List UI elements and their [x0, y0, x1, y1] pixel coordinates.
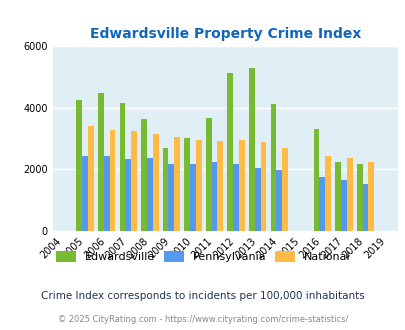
Bar — [313, 129, 319, 231]
Bar — [211, 162, 217, 231]
Bar — [324, 156, 330, 231]
Bar — [104, 156, 109, 231]
Text: © 2025 CityRating.com - https://www.cityrating.com/crime-statistics/: © 2025 CityRating.com - https://www.city… — [58, 315, 347, 324]
Bar — [147, 158, 152, 231]
Bar — [335, 162, 340, 231]
Bar — [254, 168, 260, 231]
Bar — [346, 158, 352, 231]
Bar — [276, 170, 281, 231]
Bar — [239, 140, 244, 231]
Bar — [281, 148, 287, 231]
Legend: Edwardsville, Pennsylvania, National: Edwardsville, Pennsylvania, National — [51, 247, 354, 267]
Bar — [227, 73, 232, 231]
Bar — [340, 180, 346, 231]
Bar — [248, 68, 254, 231]
Bar — [184, 138, 190, 231]
Bar — [88, 126, 94, 231]
Bar — [168, 164, 174, 231]
Bar — [125, 159, 131, 231]
Title: Edwardsville Property Crime Index: Edwardsville Property Crime Index — [90, 27, 360, 41]
Bar — [319, 177, 324, 231]
Bar — [190, 164, 195, 231]
Bar — [162, 148, 168, 231]
Bar — [119, 103, 125, 231]
Bar — [217, 141, 223, 231]
Bar — [270, 104, 276, 231]
Text: Crime Index corresponds to incidents per 100,000 inhabitants: Crime Index corresponds to incidents per… — [41, 291, 364, 301]
Bar — [131, 131, 136, 231]
Bar — [367, 162, 373, 231]
Bar — [141, 118, 147, 231]
Bar — [362, 184, 367, 231]
Bar — [82, 156, 88, 231]
Bar — [76, 100, 82, 231]
Bar — [152, 134, 158, 231]
Bar — [356, 164, 362, 231]
Bar — [109, 130, 115, 231]
Bar — [260, 142, 266, 231]
Bar — [98, 93, 104, 231]
Bar — [232, 164, 239, 231]
Bar — [174, 137, 180, 231]
Bar — [205, 118, 211, 231]
Bar — [195, 140, 201, 231]
